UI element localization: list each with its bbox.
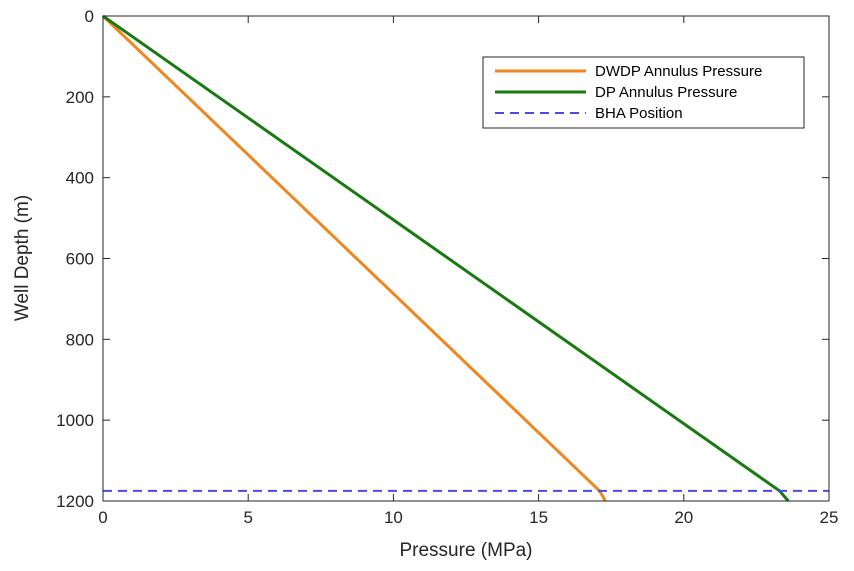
x-tick-label: 5 <box>243 508 252 527</box>
y-axis-title: Well Depth (m) <box>12 195 33 321</box>
y-tick-label: 1200 <box>56 492 94 511</box>
x-tick-label: 15 <box>529 508 548 527</box>
x-axis-title: Pressure (MPa) <box>399 540 532 561</box>
x-tick-label: 10 <box>384 508 403 527</box>
x-tick-label: 25 <box>820 508 839 527</box>
legend: DWDP Annulus Pressure DP Annulus Pressure… <box>482 56 805 129</box>
x-tick-label: 0 <box>98 508 107 527</box>
legend-label-dp-annulus-pressure: DP Annulus Pressure <box>595 84 737 101</box>
legend-label-dwdp-annulus-pressure: DWDP Annulus Pressure <box>595 63 762 80</box>
axis-ticks: 0 5 10 15 20 25 0 200 400 600 800 1000 1200 <box>56 7 838 527</box>
y-tick-label: 600 <box>66 250 94 269</box>
y-tick-label: 800 <box>66 330 94 349</box>
legend-label-bha-position: BHA Position <box>595 105 683 122</box>
y-tick-label: 400 <box>66 169 94 188</box>
y-tick-label: 0 <box>85 7 94 26</box>
plot-series <box>101 14 829 502</box>
x-tick-label: 20 <box>674 508 693 527</box>
y-tick-label: 1000 <box>56 411 94 430</box>
y-tick-label: 200 <box>66 88 94 107</box>
